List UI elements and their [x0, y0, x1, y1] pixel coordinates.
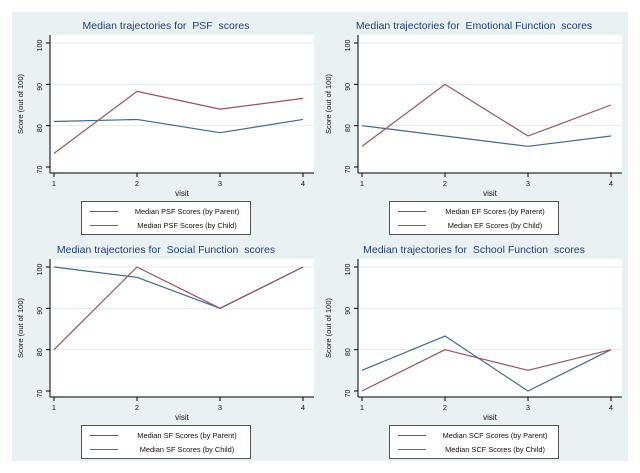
y-tick-label-90: 90 — [37, 307, 44, 315]
child-line-swatch — [90, 224, 118, 226]
child-line-swatch — [398, 224, 426, 226]
chart-cell-sf: Median trajectories for Social Function … — [12, 236, 320, 461]
legend-sf: Median SF Scores (by Parent) Median SF S… — [81, 425, 251, 459]
series-line-child — [361, 349, 612, 392]
legend-entry-parent: Median PSF Scores (by Parent) — [90, 204, 248, 218]
child-line-swatch — [90, 448, 118, 450]
chart-title-scf: Median trajectories for School Function … — [363, 244, 585, 256]
chart-cell-scf: Median trajectories for School Function … — [320, 236, 628, 461]
legend-label-child: Median EF Scores (by Child) — [447, 220, 543, 230]
x-tick-label-1: 1 — [52, 179, 56, 188]
y-tick-label-90: 90 — [345, 307, 352, 315]
y-tick-label-90: 90 — [37, 83, 44, 91]
y-tick-label-100: 100 — [345, 264, 352, 276]
x-tick-label-2: 2 — [443, 179, 447, 188]
legend-ef: Median EF Scores (by Parent) Median EF S… — [389, 201, 559, 235]
x-tick-label-1: 1 — [360, 403, 364, 412]
x-axis-title: visit — [483, 413, 498, 422]
parent-line-swatch — [398, 210, 426, 212]
parent-line-swatch — [90, 434, 118, 436]
series-line-child — [53, 90, 304, 154]
legend-psf: Median PSF Scores (by Parent) Median PSF… — [81, 201, 251, 235]
chart-cell-psf: Median trajectories for PSF scores 70 80 9… — [12, 12, 320, 236]
plot-area-scf: 70 80 90 100 1 2 3 4 visit Score (out of 100) — [324, 259, 622, 422]
plot-area-sf: 70 80 90 100 1 2 3 4 visit Score (out of 100) — [16, 259, 314, 422]
legend-entry-child: Median SCF Scores (by Child) — [398, 442, 556, 456]
x-axis-title: visit — [175, 413, 190, 422]
legend-label-parent: Median EF Scores (by Parent) — [445, 206, 545, 216]
series-line-child — [361, 83, 612, 147]
legend-label-child: Median PSF Scores (by Child) — [137, 220, 237, 230]
chart-title-ef: Median trajectories for Emotional Functi… — [355, 20, 593, 32]
chart-title-psf: Median trajectories for PSF scores — [82, 20, 250, 32]
figure-canvas: Median trajectories for PSF scores 70 80 9… — [12, 12, 628, 461]
plot-background — [50, 259, 314, 397]
legend-entry-child: Median SF Scores (by Child) — [90, 442, 248, 456]
y-tick-label-90: 90 — [345, 83, 352, 91]
y-tick-label-100: 100 — [37, 264, 44, 276]
legend-label-parent: Median SCF Scores (by Parent) — [442, 430, 548, 440]
legend-entry-parent: Median SF Scores (by Parent) — [90, 428, 248, 442]
legend-label-parent: Median SF Scores (by Parent) — [137, 430, 237, 440]
y-tick-label-80: 80 — [345, 348, 352, 356]
x-tick-label-3: 3 — [218, 403, 222, 412]
legend-label-child: Median SCF Scores (by Child) — [445, 444, 545, 454]
plot-background — [358, 259, 622, 397]
y-axis-title: Score (out of 100) — [16, 73, 25, 134]
y-axis-title: Score (out of 100) — [324, 297, 333, 358]
y-tick-label-70: 70 — [345, 390, 352, 398]
x-tick-label-4: 4 — [609, 403, 613, 412]
x-tick-label-4: 4 — [301, 179, 305, 188]
y-axis-title: Score (out of 100) — [16, 297, 25, 358]
chart-title-sf: Median trajectories for Social Function … — [56, 244, 276, 256]
x-tick-label-4: 4 — [301, 403, 305, 412]
chart-cell-ef: Median trajectories for Emotional Functi… — [320, 12, 628, 236]
legend-entry-parent: Median SCF Scores (by Parent) — [398, 428, 556, 442]
plot-area-psf: 70 80 90 100 1 2 3 4 visit Score (out of 100) — [16, 35, 314, 198]
x-tick-label-2: 2 — [443, 403, 447, 412]
y-tick-label-80: 80 — [37, 348, 44, 356]
legend-scf: Median SCF Scores (by Parent) Median SCF… — [389, 425, 559, 459]
parent-line-swatch — [398, 434, 426, 436]
series-line-parent — [53, 118, 304, 134]
y-tick-label-100: 100 — [37, 40, 44, 52]
y-tick-label-70: 70 — [37, 390, 44, 398]
x-tick-label-3: 3 — [526, 403, 530, 412]
y-tick-label-70: 70 — [345, 166, 352, 174]
legend-entry-parent: Median EF Scores (by Parent) — [398, 204, 556, 218]
x-axis-title: visit — [483, 189, 498, 198]
series-line-parent — [361, 335, 612, 392]
legend-entry-child: Median EF Scores (by Child) — [398, 218, 556, 232]
parent-line-swatch — [90, 210, 118, 212]
x-tick-label-1: 1 — [52, 403, 56, 412]
legend-label-parent: Median PSF Scores (by Parent) — [134, 206, 240, 216]
plot-background — [358, 35, 622, 173]
x-tick-label-3: 3 — [218, 179, 222, 188]
y-tick-label-80: 80 — [345, 124, 352, 132]
x-axis-title: visit — [175, 189, 190, 198]
x-tick-label-2: 2 — [135, 403, 139, 412]
legend-label-child: Median SF Scores (by Child) — [139, 444, 235, 454]
x-tick-label-3: 3 — [526, 179, 530, 188]
series-line-child — [53, 266, 304, 351]
child-line-swatch — [398, 448, 426, 450]
y-axis-title: Score (out of 100) — [324, 73, 333, 134]
plot-background — [50, 35, 314, 173]
x-tick-label-4: 4 — [609, 179, 613, 188]
y-tick-label-100: 100 — [345, 40, 352, 52]
legend-entry-child: Median PSF Scores (by Child) — [90, 218, 248, 232]
x-tick-label-1: 1 — [360, 179, 364, 188]
x-tick-label-2: 2 — [135, 179, 139, 188]
y-tick-label-80: 80 — [37, 124, 44, 132]
series-line-parent — [361, 125, 612, 147]
y-tick-label-70: 70 — [37, 166, 44, 174]
plot-area-ef: 70 80 90 100 1 2 3 4 visit Score (out of 100) — [324, 35, 622, 198]
